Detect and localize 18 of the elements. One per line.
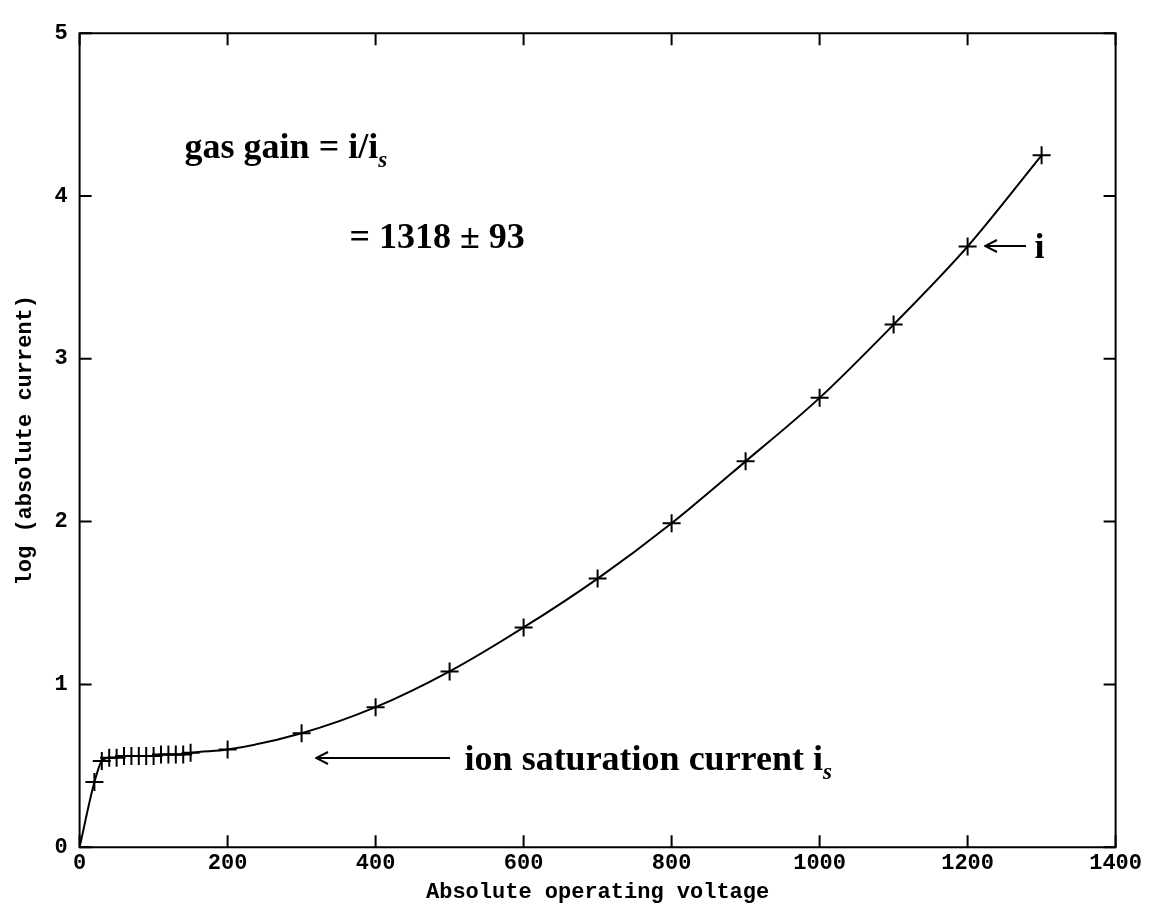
annotation: = 1318 ± 93 [349, 216, 525, 257]
x-tick-label: 1200 [941, 850, 994, 876]
y-tick-label: 0 [54, 834, 68, 860]
x-tick-label: 400 [355, 850, 396, 876]
y-tick-label: 4 [54, 183, 68, 209]
annotation: i [1034, 226, 1045, 267]
x-tick-label: 200 [207, 850, 248, 876]
x-tick-label: 1400 [1089, 850, 1142, 876]
x-tick-label: 0 [73, 850, 87, 876]
x-tick-label: 1000 [793, 850, 846, 876]
x-axis-title: Absolute operating voltage [425, 880, 770, 906]
y-tick-label: 3 [54, 346, 68, 372]
y-tick-label: 2 [54, 509, 68, 535]
x-tick-label: 800 [651, 850, 692, 876]
y-tick-label: 1 [54, 671, 68, 697]
y-axis-title: log (absolute current) [12, 294, 38, 586]
x-tick-label: 600 [503, 850, 544, 876]
y-tick-label: 5 [54, 20, 68, 46]
